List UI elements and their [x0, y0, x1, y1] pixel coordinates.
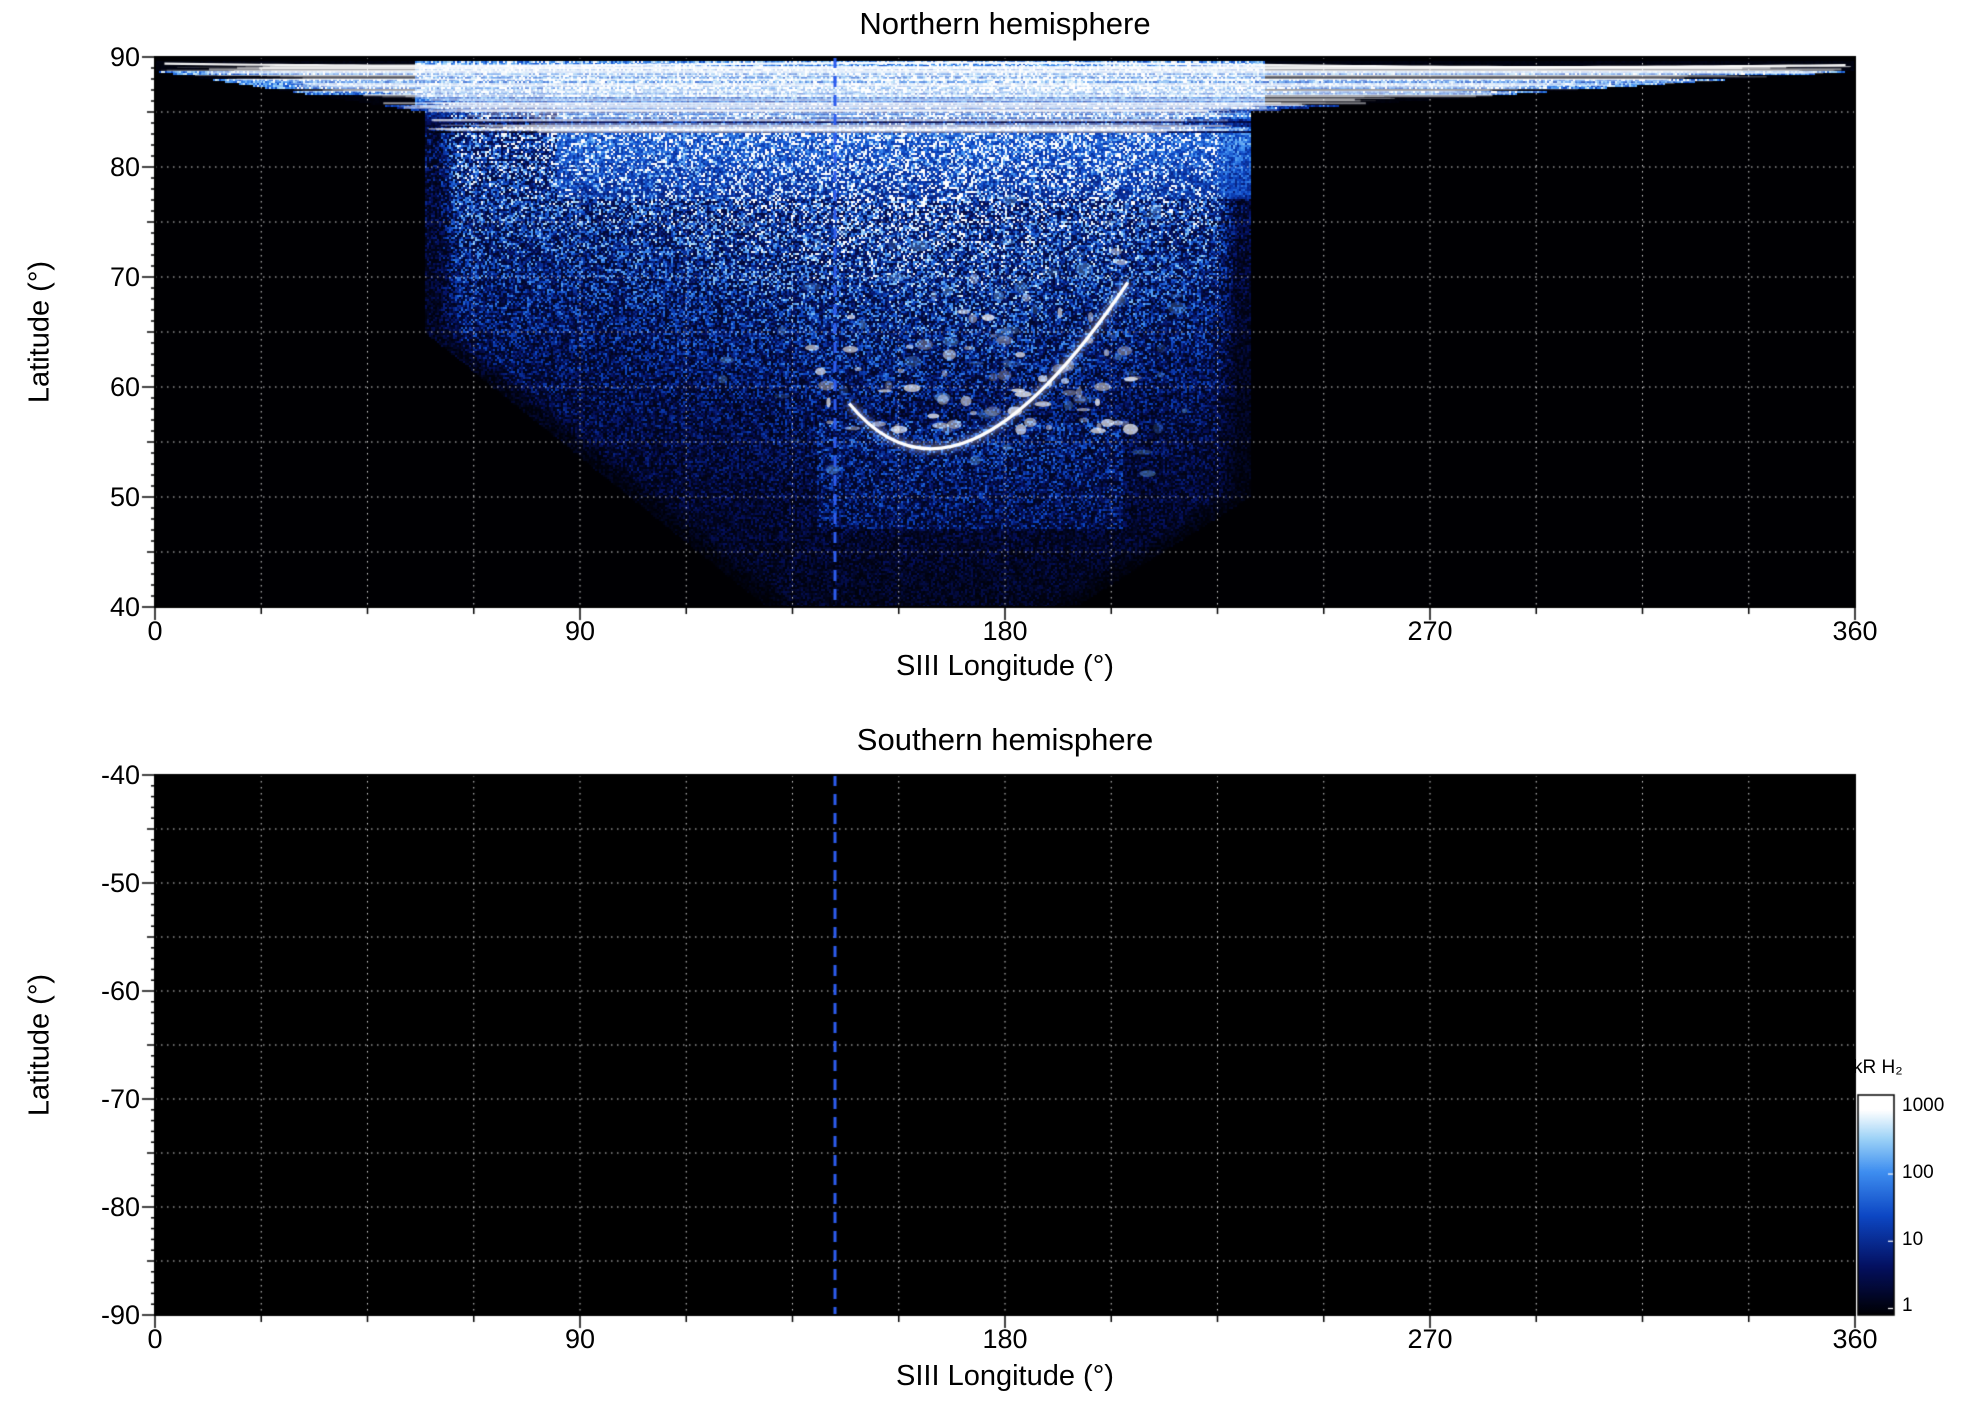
y-tick-label: 40	[109, 592, 140, 622]
colorbar-tick-label: 10	[1902, 1229, 1924, 1250]
colorbar-tick-label: 100	[1902, 1162, 1934, 1183]
y-tick-label: -40	[100, 760, 140, 790]
x-tick-label: 360	[1832, 1324, 1878, 1354]
north-y-axis-label: Latitude (°)	[23, 260, 56, 404]
x-tick-label: 90	[564, 616, 596, 646]
y-tick-label: 80	[109, 152, 140, 182]
x-tick-label: 270	[1407, 616, 1453, 646]
y-tick-label: -80	[100, 1192, 140, 1222]
y-tick-label: -50	[100, 868, 140, 898]
x-tick-label: 360	[1832, 616, 1878, 646]
colorbar-tick-label: 1000	[1902, 1095, 1945, 1116]
y-tick-label: -90	[100, 1300, 140, 1330]
y-tick-label: 90	[109, 42, 140, 72]
y-tick-label: 60	[109, 372, 140, 402]
y-tick-label: -70	[100, 1084, 140, 1114]
y-tick-label: -60	[100, 976, 140, 1006]
x-tick-label: 180	[982, 616, 1028, 646]
south-y-axis-label: Latitude (°)	[23, 973, 56, 1117]
x-tick-label: 180	[982, 1324, 1028, 1354]
north-x-axis-label: SIII Longitude (°)	[896, 650, 1114, 682]
north-panel-title: Northern hemisphere	[859, 6, 1151, 41]
south-x-axis-label: SIII Longitude (°)	[896, 1360, 1114, 1392]
x-tick-label: 90	[564, 1324, 596, 1354]
x-tick-label: 0	[147, 1324, 163, 1354]
x-tick-label: 270	[1407, 1324, 1453, 1354]
y-tick-label: 50	[109, 482, 140, 512]
south-panel-title: Southern hemisphere	[856, 722, 1154, 757]
y-tick-label: 70	[109, 262, 140, 292]
x-tick-label: 0	[147, 616, 163, 646]
colorbar-label: kR H₂	[1853, 1057, 1903, 1078]
colorbar-tick-label: 1	[1902, 1295, 1913, 1316]
